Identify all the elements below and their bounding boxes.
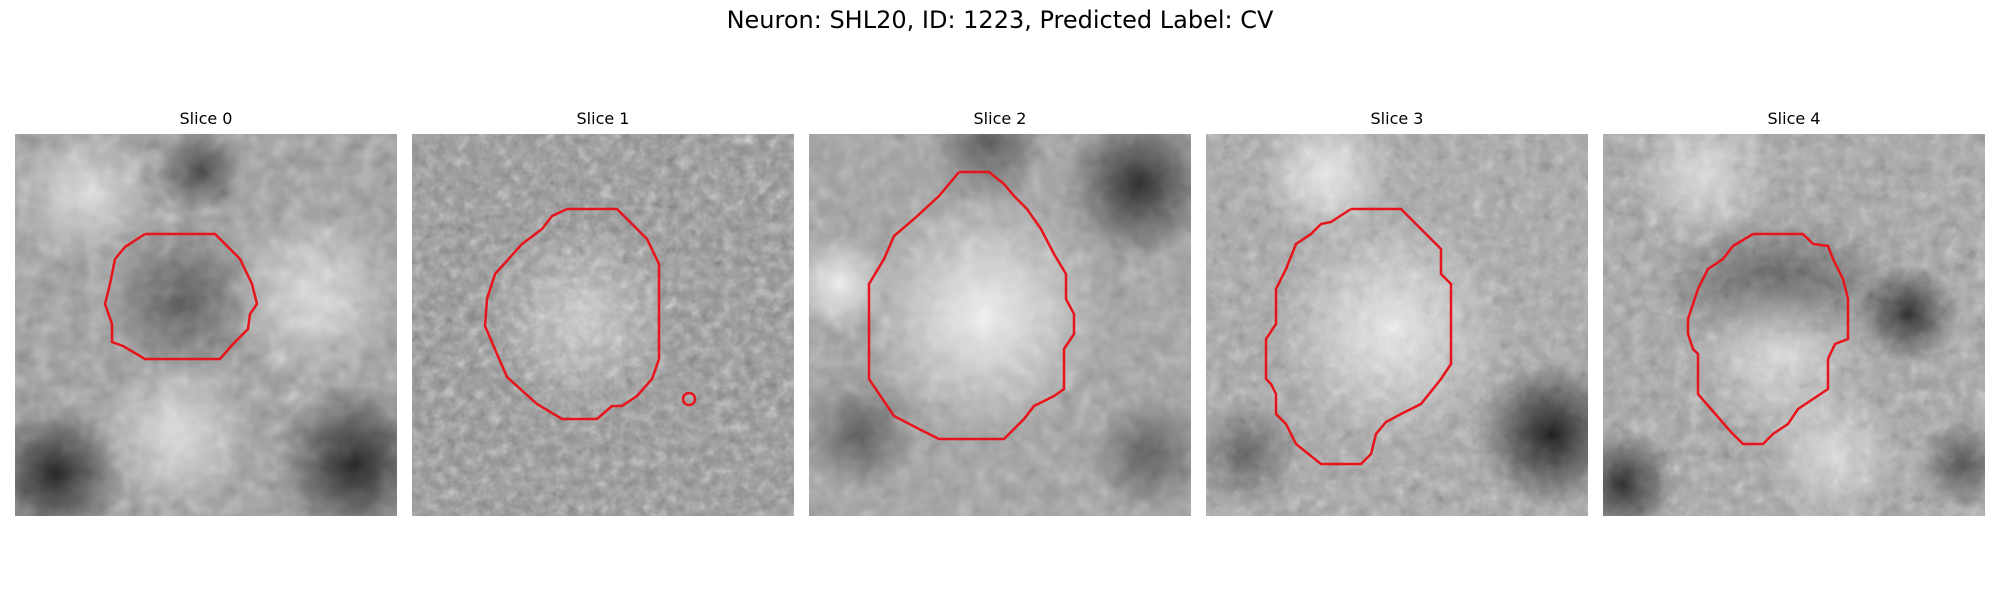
slice-2-image [809, 134, 1191, 516]
roi-contour [483, 207, 661, 421]
roi-contour [1686, 232, 1850, 446]
slice-3-image [1206, 134, 1588, 516]
slice-4-image [1603, 134, 1985, 516]
panel-title-slice-1: Slice 1 [576, 109, 630, 128]
slice-4-panel [1603, 134, 1985, 516]
marker-point [681, 391, 697, 407]
figure-title: Neuron: SHL20, ID: 1223, Predicted Label… [726, 6, 1274, 34]
slice-2-panel [809, 134, 1191, 516]
roi-contour [1264, 207, 1453, 466]
panel-title-slice-0: Slice 0 [179, 109, 233, 128]
roi-contour [103, 232, 259, 361]
panel-title-slice-4: Slice 4 [1767, 109, 1821, 128]
slice-1-panel [412, 134, 794, 516]
panel-title-slice-3: Slice 3 [1370, 109, 1424, 128]
roi-contour [867, 170, 1076, 441]
panel-title-slice-2: Slice 2 [973, 109, 1027, 128]
slice-3-panel [1206, 134, 1588, 516]
slice-1-image [412, 134, 794, 516]
slice-0-image [15, 134, 397, 516]
slice-0-panel [15, 134, 397, 516]
